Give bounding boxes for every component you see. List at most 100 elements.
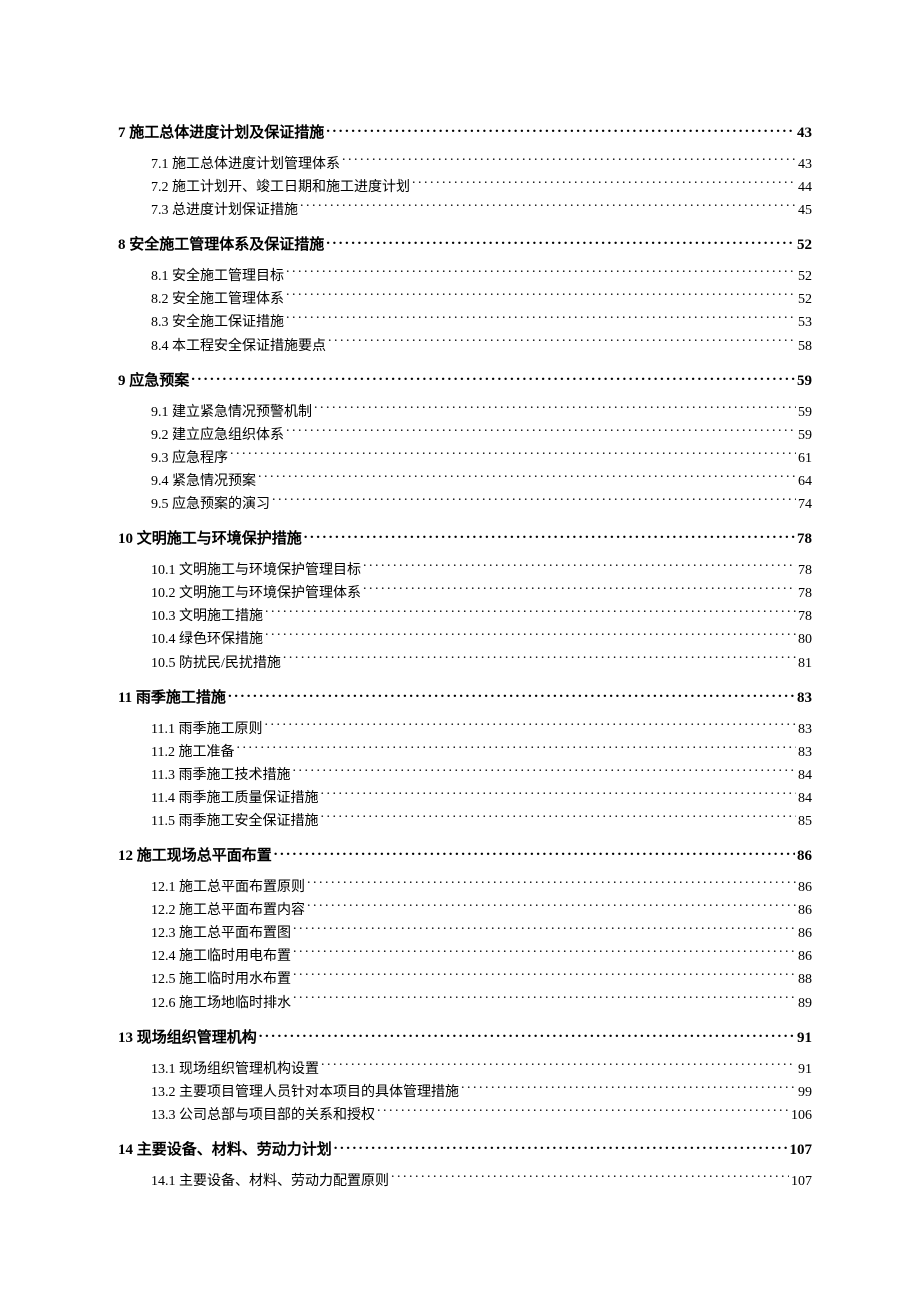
toc-leader-dots (412, 177, 796, 191)
toc-entry-level-2: 10.1 文明施工与环境保护管理目标78 (118, 559, 812, 582)
toc-entry-level-2: 13.1 现场组织管理机构设置91 (118, 1058, 812, 1081)
toc-leader-dots (307, 900, 796, 914)
toc-entry-label: 8 安全施工管理体系及保证措施 (118, 233, 324, 254)
toc-leader-dots (230, 448, 796, 462)
toc-entry-page: 88 (798, 968, 812, 991)
toc-leader-dots (293, 969, 796, 983)
toc-entry-page: 53 (798, 311, 812, 334)
toc-entry-page: 52 (798, 288, 812, 311)
toc-entry-page: 83 (797, 690, 812, 707)
toc-entry-page: 52 (798, 265, 812, 288)
toc-entry-level-2: 8.3 安全施工保证措施53 (118, 311, 812, 334)
toc-entry-label: 7.1 施工总体进度计划管理体系 (151, 153, 340, 176)
toc-entry-level-2: 7.1 施工总体进度计划管理体系 43 (118, 153, 812, 176)
toc-entry-page: 83 (798, 741, 812, 764)
toc-leader-dots (321, 1059, 796, 1073)
toc-leader-dots (286, 266, 796, 280)
toc-entry-label: 11.3 雨季施工技术措施 (151, 764, 290, 787)
toc-entry-page: 78 (798, 582, 812, 605)
toc-entry-page: 80 (798, 628, 812, 651)
toc-entry-label: 9.3 应急程序 (151, 447, 228, 470)
toc-leader-dots (307, 877, 796, 891)
toc-entry-label: 12.1 施工总平面布置原则 (151, 876, 305, 899)
toc-leader-dots (328, 336, 796, 350)
toc-entry-label: 12.3 施工总平面布置图 (151, 922, 291, 945)
toc-section-group: 7 施工总体进度计划及保证措施437.1 施工总体进度计划管理体系437.2 施… (118, 121, 812, 222)
toc-entry-label: 11.5 雨季施工安全保证措施 (151, 810, 318, 833)
toc-entry-level-2: 12.6 施工场地临时排水 89 (118, 992, 812, 1015)
toc-entry-label: 10.5 防扰民/民扰措施 (151, 652, 281, 675)
toc-entry-level-2: 11.2 施工准备83 (118, 741, 812, 764)
toc-leader-dots (342, 154, 796, 168)
toc-entry-label: 12.6 施工场地临时排水 (151, 992, 291, 1015)
toc-leader-dots (286, 289, 796, 303)
toc-entry-label: 11.1 雨季施工原则 (151, 718, 262, 741)
toc-entry-page: 86 (798, 899, 812, 922)
toc-leader-dots (320, 788, 796, 802)
toc-entry-label: 10 文明施工与环境保护措施 (118, 527, 302, 548)
toc-entry-level-2: 11.5 雨季施工安全保证措施 85 (118, 810, 812, 833)
toc-entry-level-1: 9 应急预案59 (118, 369, 812, 390)
toc-entry-level-2: 9.2 建立应急组织体系59 (118, 424, 812, 447)
toc-entry-label: 9.4 紧急情况预案 (151, 470, 256, 493)
toc-entry-page: 106 (791, 1104, 812, 1127)
toc-entry-label: 7.3 总进度计划保证措施 (151, 199, 298, 222)
toc-entry-page: 84 (798, 764, 812, 787)
toc-leader-dots (228, 687, 795, 702)
toc-entry-label: 10.2 文明施工与环境保护管理体系 (151, 582, 361, 605)
toc-entry-page: 43 (797, 125, 812, 142)
toc-entry-label: 13 现场组织管理机构 (118, 1026, 257, 1047)
toc-entry-level-2: 11.1 雨季施工原则 83 (118, 718, 812, 741)
toc-entry-page: 74 (798, 493, 812, 516)
toc-entry-page: 86 (797, 848, 812, 865)
toc-entry-label: 8.4 本工程安全保证措施要点 (151, 335, 326, 358)
toc-leader-dots (236, 742, 796, 756)
toc-entry-label: 14.1 主要设备、材料、劳动力配置原则 (151, 1170, 389, 1193)
toc-leader-dots (265, 629, 796, 643)
toc-entry-level-2: 13.3 公司总部与项目部的关系和授权 106 (118, 1104, 812, 1127)
toc-entry-label: 10.4 绿色环保措施 (151, 628, 263, 651)
toc-section-group: 10 文明施工与环境保护措施 7810.1 文明施工与环境保护管理目标7810.2… (118, 527, 812, 674)
toc-entry-page: 89 (798, 992, 812, 1015)
toc-entry-page: 83 (798, 718, 812, 741)
toc-entry-page: 61 (798, 447, 812, 470)
toc-entry-page: 64 (798, 470, 812, 493)
toc-leader-dots (292, 765, 796, 779)
toc-entry-level-2: 11.3 雨季施工技术措施 84 (118, 764, 812, 787)
toc-entry-page: 81 (798, 652, 812, 675)
toc-entry-level-2: 12.5 施工临时用水布置 88 (118, 968, 812, 991)
toc-entry-level-1: 12 施工现场总平面布置86 (118, 844, 812, 865)
toc-entry-label: 9.5 应急预案的演习 (151, 493, 270, 516)
toc-entry-page: 84 (798, 787, 812, 810)
toc-entry-level-2: 11.4 雨季施工质量保证措施84 (118, 787, 812, 810)
toc-leader-dots (391, 1171, 789, 1185)
toc-entry-page: 58 (798, 335, 812, 358)
toc-entry-level-2: 12.1 施工总平面布置原则 86 (118, 876, 812, 899)
toc-entry-page: 52 (797, 237, 812, 254)
toc-leader-dots (293, 993, 796, 1007)
toc-leader-dots (363, 583, 796, 597)
toc-entry-page: 59 (798, 401, 812, 424)
toc-entry-level-2: 9.1 建立紧急情况预警机制59 (118, 401, 812, 424)
toc-entry-page: 85 (798, 810, 812, 833)
toc-leader-dots (274, 845, 795, 860)
toc-section-group: 8 安全施工管理体系及保证措施528.1 安全施工管理目标528.2 安全施工管… (118, 233, 812, 357)
toc-entry-page: 107 (791, 1170, 812, 1193)
toc-entry-page: 43 (798, 153, 812, 176)
toc-entry-page: 91 (798, 1058, 812, 1081)
toc-leader-dots (326, 234, 795, 249)
toc-entry-level-2: 8.4 本工程安全保证措施要点 58 (118, 335, 812, 358)
toc-entry-page: 45 (798, 199, 812, 222)
toc-entry-page: 86 (798, 876, 812, 899)
toc-entry-label: 13.3 公司总部与项目部的关系和授权 (151, 1104, 375, 1127)
toc-entry-label: 13.2 主要项目管理人员针对本项目的具体管理措施 (151, 1081, 459, 1104)
toc-leader-dots (191, 370, 795, 385)
toc-entry-label: 12.5 施工临时用水布置 (151, 968, 291, 991)
toc-entry-level-2: 12.4 施工临时用电布置86 (118, 945, 812, 968)
toc-entry-page: 107 (790, 1142, 813, 1159)
toc-leader-dots (293, 946, 796, 960)
toc-entry-level-2: 10.4 绿色环保措施 80 (118, 628, 812, 651)
toc-entry-level-2: 10.2 文明施工与环境保护管理体系 78 (118, 582, 812, 605)
toc-entry-level-1: 8 安全施工管理体系及保证措施 52 (118, 233, 812, 254)
toc-leader-dots (334, 1139, 788, 1154)
